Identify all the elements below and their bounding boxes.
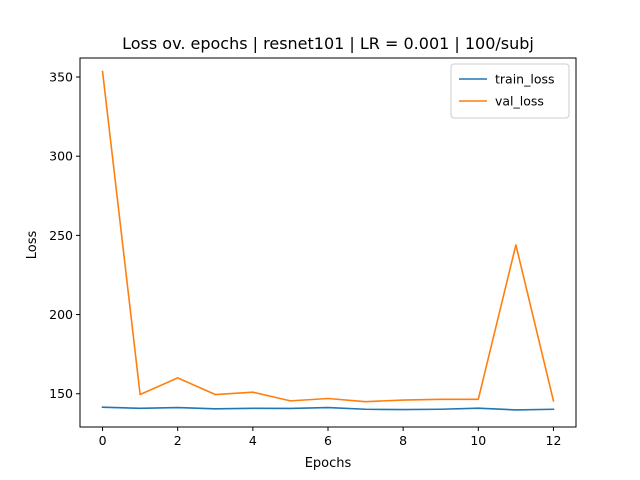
- y-tick-label: 350: [49, 70, 73, 85]
- x-axis: 0 2 4 6 8 10 12: [99, 427, 562, 448]
- y-axis-label: Loss: [25, 231, 40, 260]
- plot-area: [80, 58, 576, 427]
- y-tick-label: 150: [49, 386, 73, 401]
- x-tick-label: 0: [99, 433, 107, 448]
- x-tick-label: 10: [470, 433, 486, 448]
- plot-border: [79, 57, 577, 428]
- legend-label: train_loss: [495, 72, 555, 87]
- plot-frame: [80, 58, 576, 427]
- x-tick-label: 4: [249, 433, 257, 448]
- x-tick-label: 2: [174, 433, 182, 448]
- y-axis: 150 200 250 300 350: [49, 70, 80, 401]
- legend: train_loss val_loss: [450, 63, 570, 119]
- x-tick-label: 12: [546, 433, 562, 448]
- series-lines: [101, 70, 555, 411]
- chart-title: Loss ov. epochs | resnet101 | LR = 0.001…: [122, 34, 534, 53]
- x-axis-label: Epochs: [305, 456, 352, 471]
- x-tick-label: 8: [399, 433, 407, 448]
- series-line-val-loss: [101, 70, 555, 403]
- x-tick-label: 6: [324, 433, 332, 448]
- legend-frame: [450, 63, 570, 119]
- series-line-train-loss: [101, 406, 555, 411]
- y-tick-label: 200: [49, 307, 73, 322]
- legend-label: val_loss: [495, 94, 544, 109]
- y-tick-label: 300: [49, 149, 73, 164]
- y-tick-label: 250: [49, 228, 73, 243]
